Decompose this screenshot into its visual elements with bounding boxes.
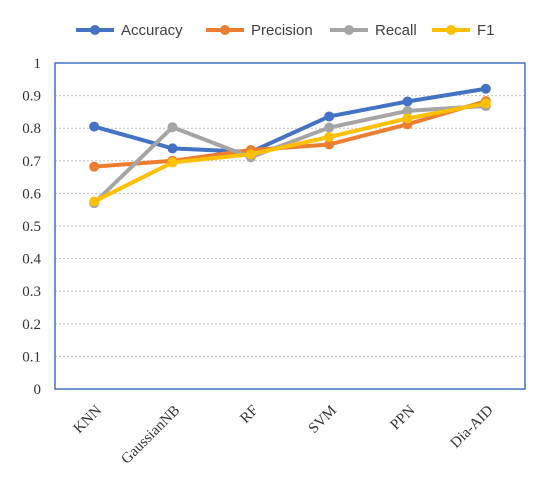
x-tick-label: Dia-AID <box>448 402 497 451</box>
y-axis-ticks: 0 0.1 0.2 0.3 0.4 0.5 0.6 0.7 0.8 0.9 1 <box>22 56 41 398</box>
legend: Accuracy Precision Recall F1 <box>76 22 495 39</box>
y-tick-label: 0.5 <box>22 219 41 235</box>
data-point <box>167 157 178 168</box>
data-point <box>324 111 335 122</box>
x-tick-label: GaussianNB <box>118 403 183 468</box>
plot-area-border <box>54 62 526 390</box>
legend-label: Precision <box>251 22 313 39</box>
legend-item-recall: Recall <box>330 22 417 39</box>
y-tick-label: 0.4 <box>22 252 41 268</box>
y-tick-label: 1 <box>34 56 42 72</box>
legend-swatch-marker <box>90 25 100 35</box>
data-point <box>324 122 335 133</box>
x-axis-ticks: KNN GaussianNB RF SVM PPN Dia-AID <box>71 402 497 467</box>
legend-swatch-marker <box>446 25 456 35</box>
data-point <box>480 98 491 109</box>
series-line <box>92 86 488 154</box>
x-tick-label: KNN <box>71 402 105 436</box>
series-f1 <box>89 98 491 207</box>
x-tick-label: PPN <box>388 402 419 433</box>
data-point <box>480 83 491 94</box>
data-point <box>324 132 335 143</box>
legend-label: Accuracy <box>121 22 183 39</box>
legend-swatch-marker <box>344 25 354 35</box>
y-tick-label: 0.6 <box>22 186 41 202</box>
x-tick-label: RF <box>237 403 261 427</box>
legend-swatch-marker <box>220 25 230 35</box>
data-point <box>402 113 413 124</box>
series-group <box>89 83 491 209</box>
legend-label: F1 <box>477 22 495 39</box>
y-tick-label: 0.1 <box>22 349 41 365</box>
legend-item-accuracy: Accuracy <box>76 22 183 39</box>
x-tick-label: SVM <box>306 403 340 437</box>
data-point <box>89 161 100 172</box>
y-tick-label: 0.9 <box>22 89 41 105</box>
data-point <box>402 96 413 107</box>
data-point <box>89 196 100 207</box>
y-tick-label: 0 <box>34 382 42 398</box>
data-point <box>89 121 100 132</box>
series-line <box>92 101 488 204</box>
data-point <box>167 122 178 133</box>
y-tick-label: 0.7 <box>22 154 41 170</box>
legend-item-f1: F1 <box>432 22 495 39</box>
legend-item-precision: Precision <box>206 22 313 39</box>
data-point <box>245 149 256 160</box>
legend-label: Recall <box>375 22 417 39</box>
y-tick-label: 0.2 <box>22 317 41 333</box>
series-line <box>92 104 488 206</box>
data-point <box>402 105 413 116</box>
y-tick-label: 0.8 <box>22 121 41 137</box>
data-point <box>324 139 335 150</box>
y-tick-label: 0.3 <box>22 284 41 300</box>
data-point <box>167 143 178 154</box>
